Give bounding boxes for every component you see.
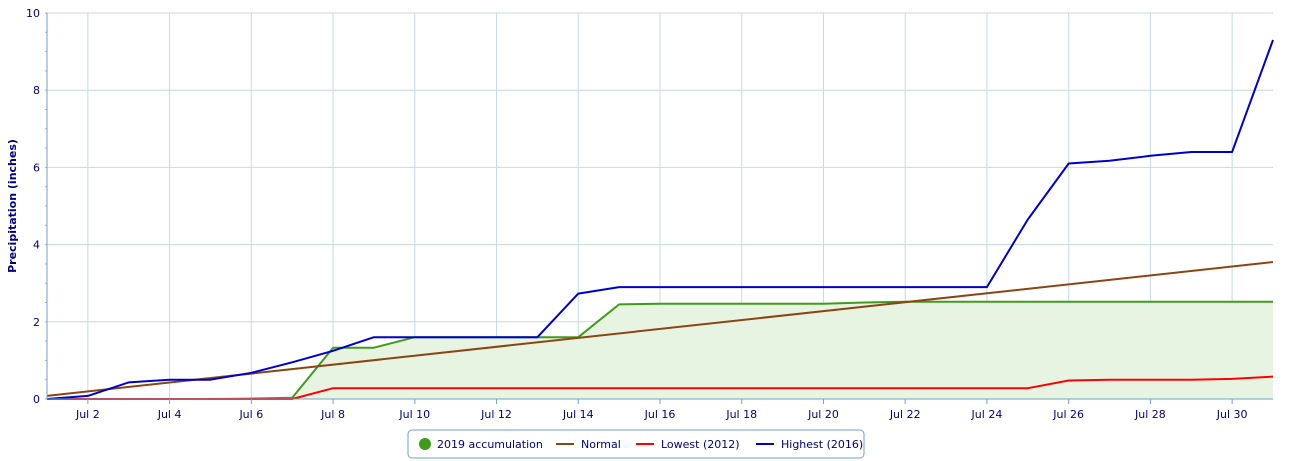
y-tick-label: 2	[33, 316, 40, 329]
y-axis-label: Precipitation (inches)	[6, 139, 19, 273]
y-tick-label: 6	[33, 161, 40, 174]
x-tick-label: Jul 8	[320, 408, 345, 421]
x-tick-label: Jul 20	[807, 408, 839, 421]
legend-item-lowest[interactable]: Lowest (2012)	[636, 438, 740, 451]
x-tick-label: Jul 18	[725, 408, 757, 421]
legend-item-2019[interactable]: 2019 accumulation	[419, 438, 543, 451]
legend-2019-label: 2019 accumulation	[437, 438, 543, 451]
x-tick-label: Jul 2	[75, 408, 100, 421]
x-tick-label: Jul 26	[1052, 408, 1084, 421]
x-tick-label: Jul 4	[157, 408, 182, 421]
legend-highest-label: Highest (2016)	[781, 438, 863, 451]
legend: 2019 accumulation Normal Lowest (2012) H…	[407, 429, 865, 459]
x-tick-label: Jul 24	[971, 408, 1003, 421]
x-tick-label: Jul 12	[480, 408, 512, 421]
axes: Jul 2 Jul 4 Jul 6 Jul 8 Jul 10 Jul 12 Jul 14 Ju…	[26, 7, 1273, 421]
x-tick-label: Jul 22	[889, 408, 921, 421]
y-tick-label: 10	[26, 7, 40, 20]
legend-item-normal[interactable]: Normal	[556, 438, 621, 451]
legend-lowest-label: Lowest (2012)	[661, 438, 740, 451]
x-tick-label: Jul 14	[562, 408, 594, 421]
x-tick-label: Jul 16	[644, 408, 676, 421]
y-tick-label: 4	[33, 239, 40, 252]
x-tick-label: Jul 28	[1134, 408, 1166, 421]
line-highest-2016[interactable]	[46, 39, 1274, 400]
legend-2019-marker	[419, 438, 431, 450]
legend-normal-label: Normal	[581, 438, 621, 451]
x-tick-label: Jul 30	[1216, 408, 1248, 421]
area-2019-accumulation	[47, 301, 1273, 399]
legend-item-highest[interactable]: Highest (2016)	[756, 438, 863, 451]
y-tick-label: 8	[33, 84, 40, 97]
x-tick-label: Jul 10	[398, 408, 430, 421]
y-tick-label: 0	[33, 393, 40, 406]
area-layer	[47, 301, 1273, 399]
x-tick-label: Jul 6	[238, 408, 263, 421]
